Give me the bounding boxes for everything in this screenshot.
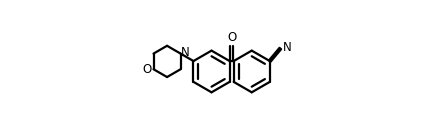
- Text: N: N: [283, 41, 292, 54]
- Text: N: N: [181, 46, 190, 59]
- Text: O: O: [142, 63, 151, 76]
- Text: O: O: [227, 31, 236, 44]
